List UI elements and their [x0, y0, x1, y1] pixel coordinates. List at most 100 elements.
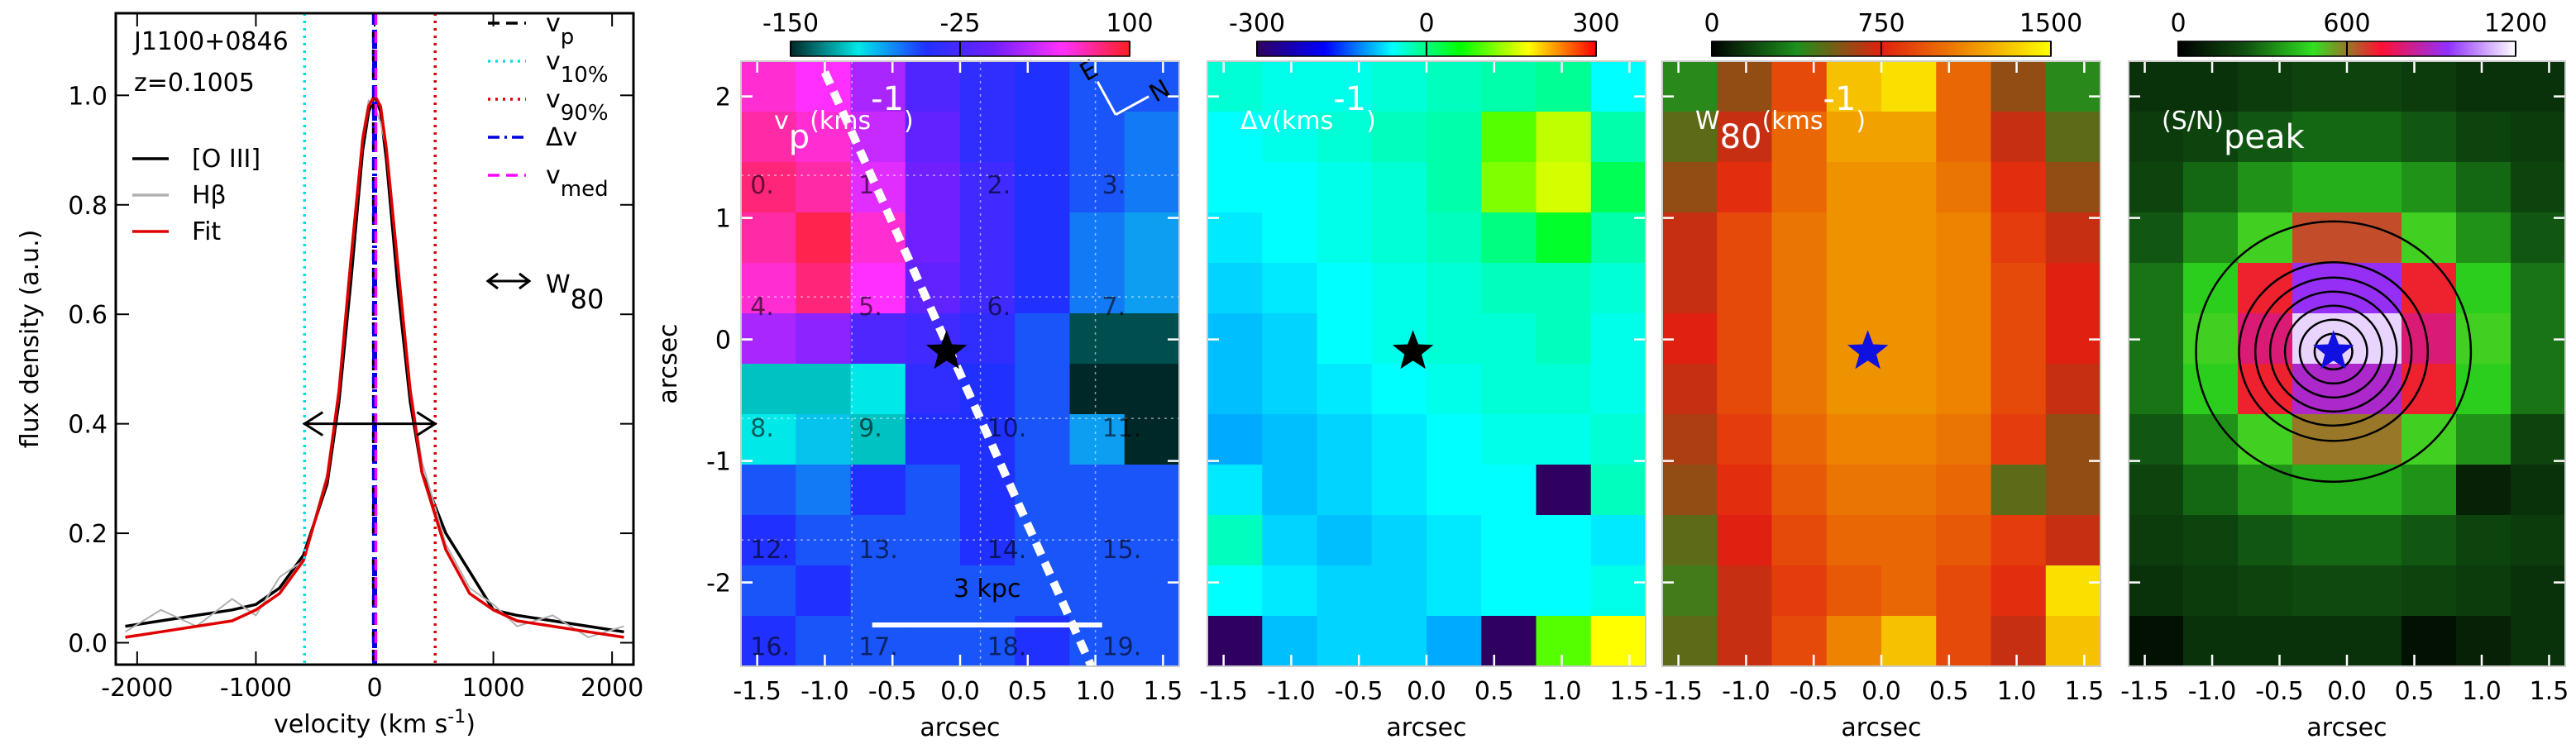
- region-label: 6.: [987, 293, 1011, 322]
- legend-label: Fit: [192, 217, 221, 246]
- map-pixel: [2183, 212, 2239, 264]
- map-pixel: [1771, 364, 1828, 415]
- map-pixel: [2456, 162, 2511, 213]
- legend-label-part: v: [546, 85, 561, 114]
- map-pixel: [1826, 465, 1882, 516]
- map-pixel: [1207, 61, 1263, 112]
- x-tick-label: -1.0: [801, 677, 849, 706]
- x-tick-label: 1.0: [2462, 677, 2502, 706]
- map-pixel: [2511, 414, 2566, 465]
- map-title: vp(kms-1): [774, 80, 914, 156]
- map-pixel: [1124, 414, 1180, 465]
- legend-label: v90%: [546, 85, 609, 126]
- x-tick-label: -1.0: [1722, 677, 1771, 706]
- map-pixel: [2292, 616, 2348, 667]
- map-pixel: [1427, 465, 1482, 516]
- map-pixel: [850, 263, 906, 314]
- legend-label: vp: [546, 9, 574, 50]
- arrow-head: [302, 411, 324, 436]
- x-axis-label-part: -1: [447, 707, 466, 727]
- map-pixel: [1371, 162, 1427, 213]
- map-pixel: [1662, 112, 1718, 163]
- map-pixel: [2456, 465, 2511, 516]
- map-pixel: [2045, 616, 2101, 667]
- map-pixel: [1662, 61, 1718, 112]
- center-star: [1847, 330, 1889, 370]
- map-pixel: [1427, 212, 1482, 264]
- x-tick-label: 0.0: [1862, 677, 1901, 706]
- map-pixel: [796, 313, 852, 365]
- map-pixel: [1771, 616, 1828, 667]
- map-pixel: [1991, 515, 2047, 566]
- map-pixel: [1317, 263, 1373, 314]
- map-pixel: [1881, 364, 1937, 415]
- map-pixel: [2292, 162, 2348, 213]
- compass-arrow: [1115, 95, 1149, 116]
- map-pixel: [2402, 212, 2457, 264]
- region-label: 14.: [987, 536, 1027, 565]
- map-pixel: [1771, 515, 1828, 566]
- map-pixel: [1262, 515, 1318, 566]
- map-pixel: [796, 212, 852, 264]
- map-pixel: [1881, 515, 1937, 566]
- x-tick-label: 1.5: [1144, 677, 1183, 706]
- map-pixel: [1262, 364, 1318, 415]
- x-tick-label: -1.5: [1654, 677, 1703, 706]
- region-label: 7.: [1102, 293, 1126, 322]
- colorbar-tick-label: -25: [940, 9, 981, 38]
- x-tick-label: 1.5: [2065, 677, 2105, 706]
- map-pixel: [2183, 414, 2239, 465]
- map-pixel: [1662, 616, 1718, 667]
- y-tick-label: -2: [706, 570, 731, 599]
- map-pixel: [2456, 515, 2511, 566]
- y-tick-label: 0.8: [68, 192, 108, 221]
- map-pixel: [2238, 616, 2293, 667]
- map-pixel: [1826, 162, 1882, 213]
- map-pixel: [1481, 616, 1537, 667]
- map-title-part: ): [1366, 107, 1376, 136]
- legend-label: W80: [546, 270, 604, 315]
- map-pixel: [1826, 364, 1882, 415]
- map-pixel: [2456, 616, 2511, 667]
- map-pixel: [1936, 313, 1992, 365]
- colorbar-tick-label: -150: [762, 9, 819, 38]
- map-pixel: [905, 364, 961, 415]
- map-pixel: [1069, 212, 1126, 264]
- x-axis-label: arcsec: [920, 713, 1000, 742]
- map-pixel: [2511, 565, 2566, 617]
- map-pixel: [741, 364, 796, 415]
- map-pixel: [1124, 212, 1180, 264]
- map-pixel: [1536, 263, 1592, 314]
- map-pixel: [905, 162, 961, 213]
- map-pixel: [1481, 565, 1537, 617]
- map-pixel: [2129, 414, 2184, 465]
- y-tick-label: 0.2: [68, 520, 108, 549]
- contour: [2268, 290, 2398, 413]
- map-title-part: peak: [2224, 118, 2306, 156]
- map-pixel: [2183, 364, 2239, 415]
- map-pixel: [1262, 162, 1318, 213]
- legend-label-part: v: [546, 47, 561, 76]
- legend-label: Δv: [546, 123, 577, 152]
- map-pixel: [2045, 162, 2101, 213]
- map-pixel: [2183, 565, 2239, 617]
- map-pixel: [1207, 364, 1263, 415]
- map-pixel: [1481, 61, 1537, 112]
- map-pixel: [2511, 61, 2566, 112]
- map-pixel: [1936, 364, 1992, 415]
- map-pixel: [1124, 465, 1180, 516]
- map-pixel: [741, 465, 796, 516]
- map-pixel: [1991, 414, 2047, 465]
- map-pixel: [1069, 162, 1126, 213]
- map-pixel: [2129, 616, 2184, 667]
- map-pixel: [1717, 61, 1773, 112]
- map-pixel: [1936, 263, 1992, 314]
- map-pixel: [905, 565, 961, 617]
- map-pixel: [1662, 565, 1718, 617]
- map-pixel: [796, 515, 852, 566]
- map-pixel: [1015, 112, 1071, 163]
- y-axis-label: arcsec: [654, 323, 683, 403]
- plot-frame: [114, 12, 635, 666]
- map-pixel: [1207, 263, 1263, 314]
- map-pixel: [1124, 364, 1180, 415]
